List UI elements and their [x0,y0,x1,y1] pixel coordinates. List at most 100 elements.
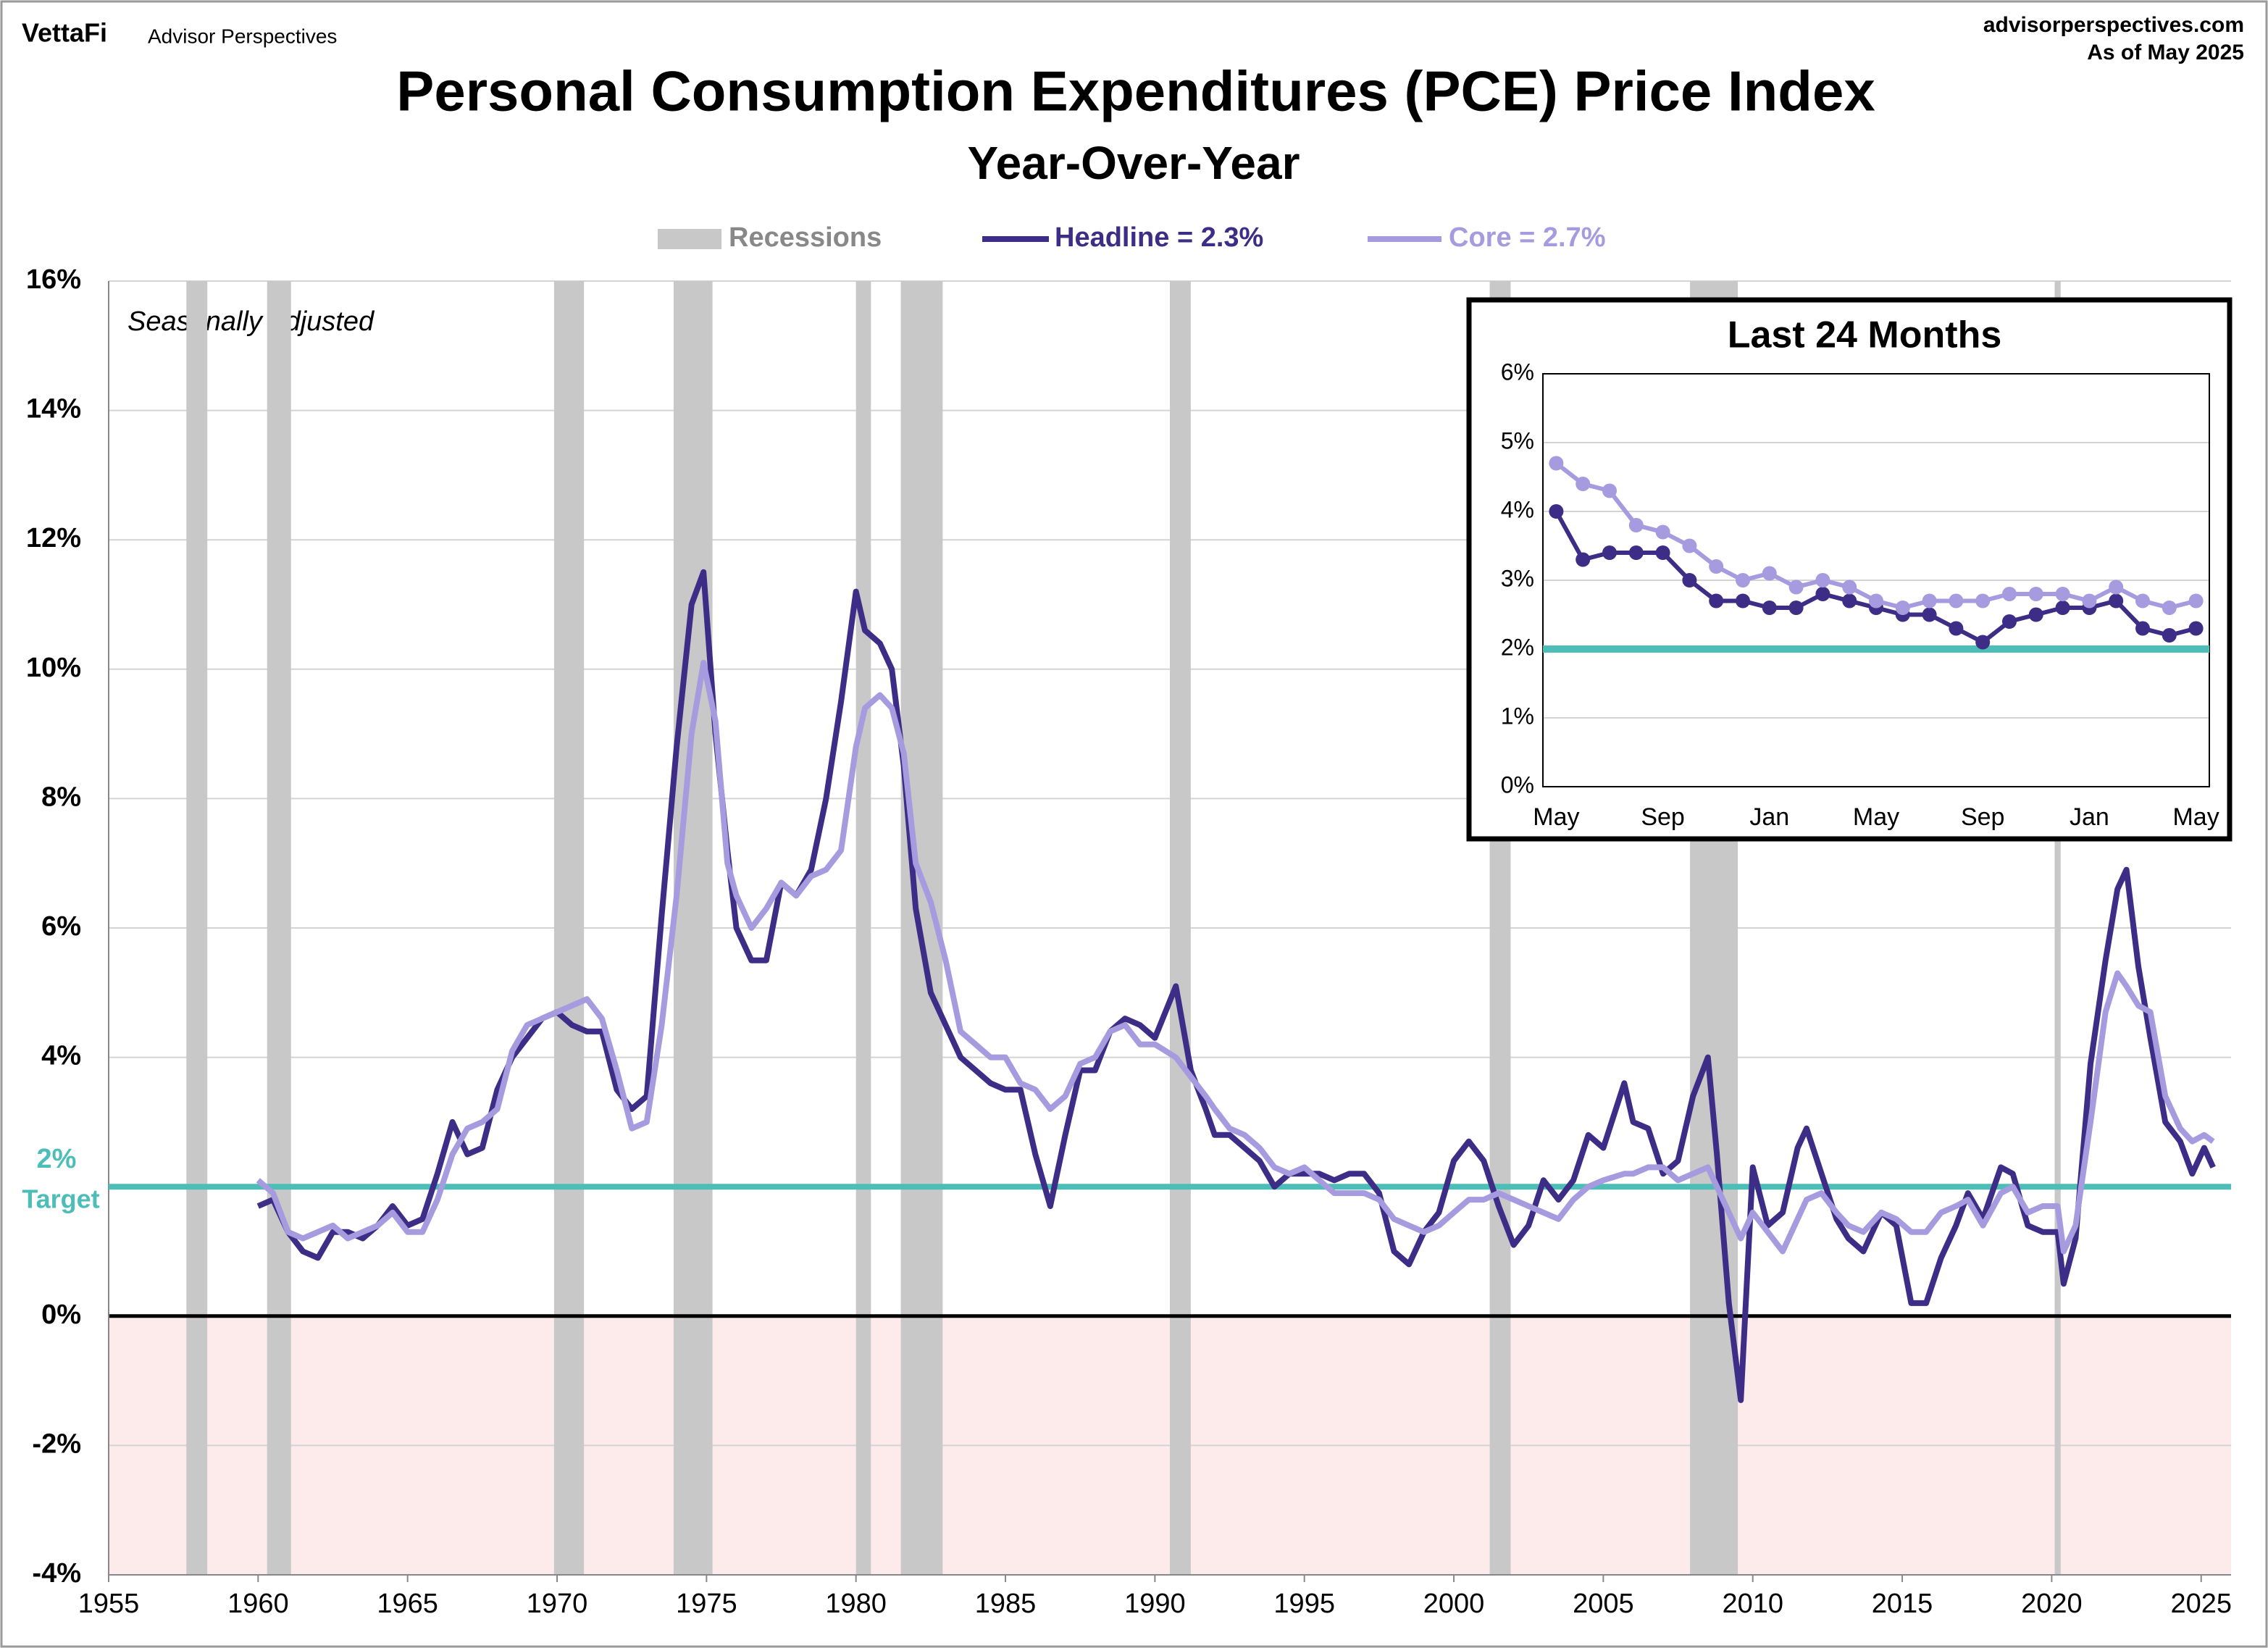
y-tick-label: 5% [1501,427,1534,453]
series-dot [1922,593,1937,608]
chart-subtitle: Year-Over-Year [968,137,1300,189]
series-dot [2135,593,2150,608]
y-tick-label: 3% [1501,565,1534,591]
y-tick-label: 2% [1501,634,1534,660]
x-tick-label: May [2172,803,2219,831]
legend-swatch [658,229,721,249]
site: advisorperspectives.com [1983,13,2244,37]
series-dot [1815,573,1830,587]
inset-title: Last 24 Months [1728,314,2002,356]
series-dot [1628,518,1644,532]
series-line [256,659,2215,1255]
series-dot [2162,628,2177,643]
as-of: As of May 2025 [2087,41,2244,64]
series-dot [1788,601,1804,615]
x-tick-label: 1990 [1124,1589,1186,1619]
recession-band [2054,281,2061,1575]
legend-label: Headline = 2.3% [1055,222,1263,253]
series-dot [2188,593,2204,608]
series-dot [1815,587,1830,601]
target-label: 2% [37,1144,77,1174]
x-tick-label: 2000 [1423,1589,1485,1619]
recession-band [267,281,291,1575]
series-dot [1788,580,1804,595]
series-dot [1922,607,1937,622]
recession-band [186,281,208,1575]
recession-band [855,281,871,1575]
x-tick-label: 2025 [2170,1589,2232,1619]
y-tick-label: 6% [41,911,81,942]
y-tick-label: 12% [26,523,81,553]
series-dot [2028,607,2043,622]
inset-plot-border [1542,373,2210,787]
series-dot [2082,593,2097,608]
brand-sub: Advisor Perspectives [148,25,337,47]
series-dot [2109,580,2124,595]
brand: VettaFi [22,18,107,48]
inset: Last 24 Months 0% 1% 2% 3% 4% 5% 6% May Sep Jan May… [1466,297,2233,842]
series-dot [1576,477,1591,491]
series-dot [1655,545,1670,560]
y-tick-label: 14% [26,394,81,424]
series-dot [1736,573,1750,587]
series-dot [2055,587,2070,601]
x-tick-label: Sep [1961,803,2005,831]
series-dot [1762,566,1777,581]
series-dot [1549,504,1564,519]
x-tick-label: May [1853,803,1899,831]
legend-label: Core = 2.7% [1449,222,1606,253]
series-line [256,569,2216,1403]
y-tick-label: 0% [1501,771,1534,798]
series-dot [2188,621,2204,636]
x-tick-label: Jan [2070,803,2109,831]
y-tick-label: 6% [1501,359,1534,385]
series-dot [1762,601,1777,615]
series-dot [1628,545,1644,560]
series-dot [1869,593,1883,608]
recession-band [673,281,713,1575]
series-dot [1655,524,1670,540]
series-dot [1842,580,1857,595]
x-tick-label: 1995 [1273,1589,1335,1619]
series-dot [1975,635,1991,650]
series-dot [1736,593,1750,608]
target-sublabel: Target [22,1184,99,1214]
y-tick-label: -4% [32,1558,81,1589]
annotation: Seasonally adjusted [127,306,375,337]
x-tick-label: 1975 [676,1589,737,1619]
series-dot [1549,456,1564,471]
x-tick-label: 1955 [78,1589,140,1619]
series-dot [1709,559,1724,574]
legend-label: Recessions [729,222,882,253]
series-dot [1709,593,1724,608]
series-dot [1975,593,1991,608]
x-tick-label: 2005 [1573,1589,1634,1619]
x-tick-label: Jan [1749,803,1789,831]
series-dot [1949,621,1964,636]
series-dot [1842,593,1857,608]
series-dot [1682,573,1697,587]
series-dot [2135,621,2150,636]
x-tick-label: 1960 [227,1589,289,1619]
target-label-bg [3,1143,106,1228]
x-tick-label: 1980 [825,1589,887,1619]
x-tick-label: 1985 [975,1589,1037,1619]
chart-title: Personal Consumption Expenditures (PCE) … [396,59,1875,123]
series-dot [1682,538,1697,553]
recession-band [1170,281,1191,1575]
y-tick-label: 1% [1501,703,1534,729]
series-dot [2162,601,2177,615]
series-dot [2109,593,2124,608]
series-dot [1602,545,1617,560]
y-tick-label: 16% [26,264,81,295]
series-dot [2028,587,2043,601]
y-tick-label: 10% [26,653,81,683]
inset-box [1466,297,2233,842]
series-dot [2002,614,2017,629]
y-tick-label: 0% [41,1300,81,1330]
x-tick-label: 2020 [2021,1589,2083,1619]
series-dot [1895,601,1910,615]
series-dot [2055,601,2070,615]
